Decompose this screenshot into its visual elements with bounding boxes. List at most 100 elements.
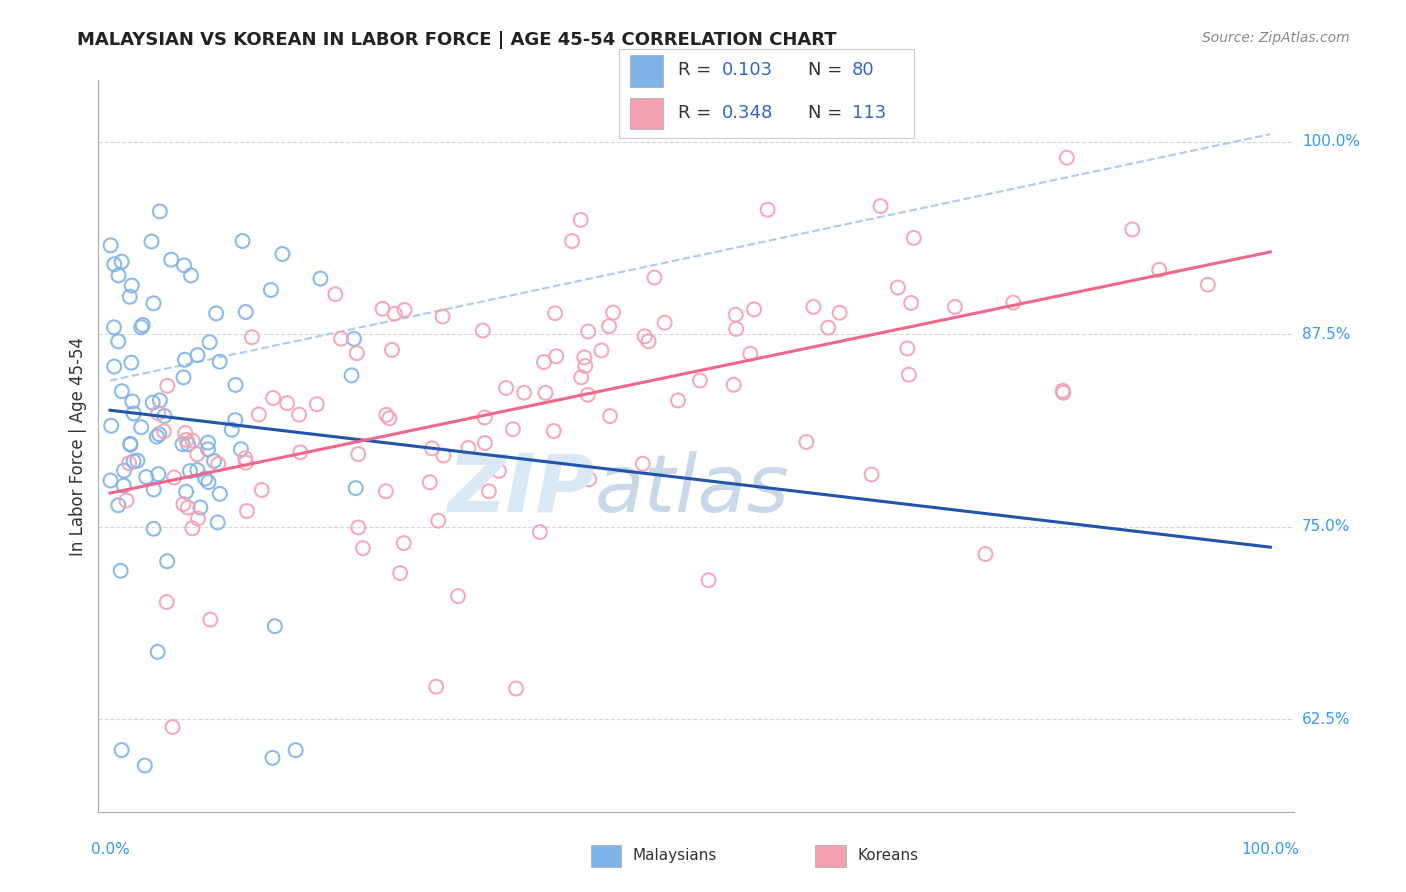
Point	[262, 391, 284, 405]
Point	[112, 478, 135, 492]
Point	[425, 680, 447, 694]
Point	[173, 258, 195, 272]
Point	[347, 447, 370, 461]
Text: Malaysians: Malaysians	[633, 848, 717, 863]
Point	[149, 393, 172, 408]
Point	[174, 484, 197, 499]
Point	[534, 385, 557, 400]
Point	[643, 270, 665, 285]
Point	[513, 385, 536, 400]
Text: 113: 113	[852, 104, 886, 122]
Point	[974, 547, 997, 561]
Text: 75.0%: 75.0%	[1302, 519, 1350, 534]
Point	[1147, 263, 1170, 277]
Point	[637, 334, 659, 349]
Point	[900, 296, 922, 310]
Point	[578, 472, 600, 486]
Point	[574, 351, 596, 365]
Point	[120, 436, 142, 450]
Point	[378, 411, 401, 425]
Point	[146, 406, 169, 420]
Point	[869, 199, 891, 213]
Point	[756, 202, 779, 217]
Point	[309, 271, 332, 285]
Point	[148, 427, 170, 442]
Point	[432, 449, 454, 463]
Point	[569, 370, 592, 384]
Point	[172, 497, 194, 511]
Point	[724, 308, 747, 322]
Point	[394, 302, 416, 317]
Point	[598, 319, 620, 334]
Point	[271, 247, 294, 261]
Point	[207, 457, 229, 471]
Point	[1002, 295, 1025, 310]
Point	[107, 268, 129, 283]
Text: 0.103: 0.103	[723, 62, 773, 79]
Point	[187, 511, 209, 525]
Point	[156, 378, 179, 392]
Point	[474, 410, 496, 425]
Text: R =: R =	[678, 62, 717, 79]
Point	[208, 355, 231, 369]
Point	[263, 619, 285, 633]
Point	[447, 589, 470, 603]
Point	[631, 457, 654, 471]
Point	[419, 475, 441, 490]
Point	[224, 378, 246, 392]
Text: ZIP: ZIP	[447, 450, 595, 529]
Point	[381, 343, 404, 357]
Point	[197, 442, 219, 457]
Point	[250, 483, 273, 497]
Point	[495, 381, 517, 395]
Point	[233, 451, 256, 466]
Point	[135, 470, 157, 484]
Point	[290, 445, 312, 459]
Point	[943, 300, 966, 314]
Point	[232, 234, 254, 248]
Point	[488, 464, 510, 478]
Point	[148, 467, 170, 482]
Point	[247, 408, 270, 422]
Point	[474, 436, 496, 450]
Point	[602, 305, 624, 319]
Text: MALAYSIAN VS KOREAN IN LABOR FORCE | AGE 45-54 CORRELATION CHART: MALAYSIAN VS KOREAN IN LABOR FORCE | AGE…	[77, 31, 837, 49]
Point	[156, 595, 179, 609]
Point	[325, 287, 347, 301]
Point	[146, 645, 169, 659]
Point	[634, 329, 657, 343]
Text: Source: ZipAtlas.com: Source: ZipAtlas.com	[1202, 31, 1350, 45]
Point	[197, 435, 219, 450]
Point	[129, 320, 152, 334]
Text: R =: R =	[678, 104, 717, 122]
Point	[903, 231, 925, 245]
Point	[122, 406, 145, 420]
Point	[389, 566, 412, 580]
Point	[599, 409, 621, 424]
Point	[529, 525, 551, 540]
Point	[156, 554, 179, 568]
Text: 0.0%: 0.0%	[90, 842, 129, 857]
Point	[654, 316, 676, 330]
Point	[240, 330, 263, 344]
Point	[340, 368, 363, 383]
Point	[118, 456, 141, 470]
Point	[120, 356, 142, 370]
Point	[177, 500, 200, 515]
Point	[172, 370, 194, 384]
Point	[420, 442, 443, 456]
Point	[262, 751, 284, 765]
Bar	[630, 55, 664, 87]
Point	[107, 498, 129, 512]
Point	[110, 564, 132, 578]
Point	[142, 522, 165, 536]
Text: 100.0%: 100.0%	[1241, 842, 1299, 857]
Point	[103, 359, 125, 374]
Point	[346, 346, 368, 360]
Point	[896, 342, 918, 356]
Point	[546, 349, 568, 363]
Point	[1056, 151, 1078, 165]
Point	[352, 541, 374, 556]
Point	[471, 324, 494, 338]
Point	[111, 743, 134, 757]
